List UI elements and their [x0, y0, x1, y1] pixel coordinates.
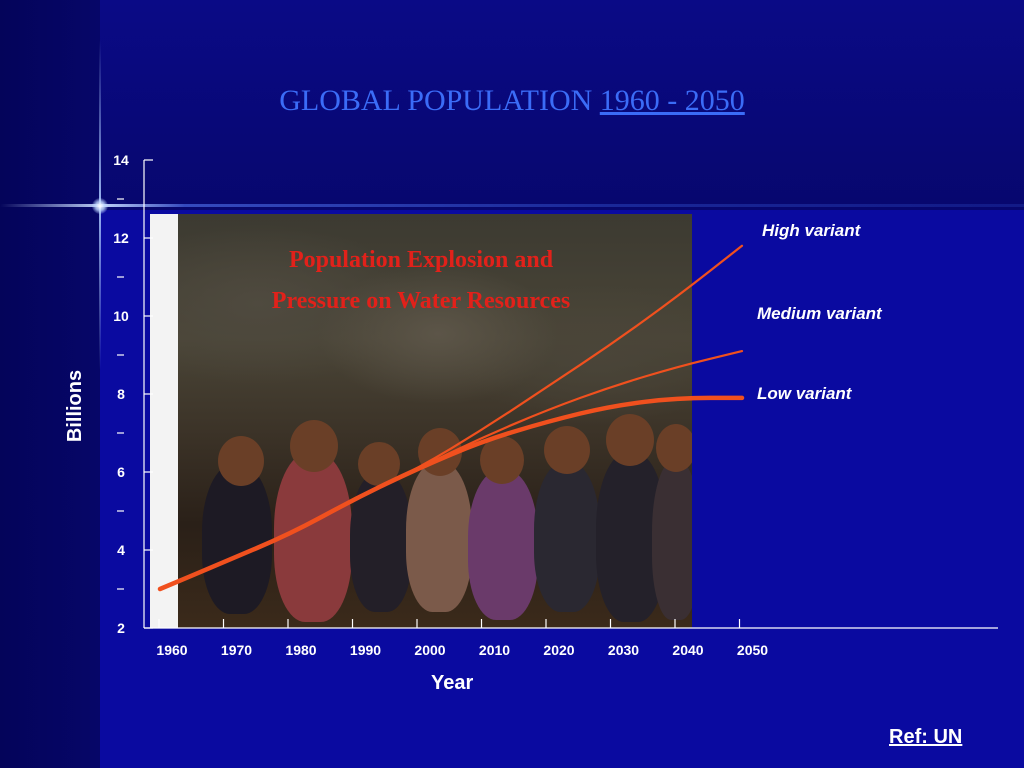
child-head: [606, 414, 654, 466]
x-tick-label: 2040: [672, 642, 703, 658]
series-lines: [157, 244, 745, 592]
x-tick-label: 1980: [285, 642, 316, 658]
x-tick-label: 2010: [479, 642, 510, 658]
x-tick-label: 1960: [156, 642, 187, 658]
child-figure: [202, 464, 272, 614]
children-photo: Population Explosion and Pressure on Wat…: [150, 214, 692, 628]
series-line-low-variant: [157, 395, 745, 592]
light-flare-horizontal: [0, 204, 1024, 207]
child-head: [544, 426, 590, 474]
x-tick-label: 2030: [608, 642, 639, 658]
photo-border: [150, 214, 178, 628]
y-axis-title: Billions: [64, 369, 86, 443]
x-tick-label: 1970: [221, 642, 252, 658]
child-figure: [652, 460, 692, 620]
series-line-high-variant: [158, 244, 744, 591]
y-tick-label: 12: [113, 230, 129, 246]
photo-caption-line-2: Pressure on Water Resources: [271, 288, 571, 314]
slide-title: GLOBAL POPULATION 1960 - 2050: [0, 84, 1024, 118]
x-tick-label: 2050: [737, 642, 768, 658]
y-tick-label: 10: [113, 308, 129, 324]
reference-link[interactable]: Ref: UN: [889, 726, 963, 748]
x-tick-label: 2000: [414, 642, 445, 658]
child-head: [290, 420, 338, 472]
y-tick-label: 2: [117, 620, 125, 636]
x-tick-label: 2020: [543, 642, 574, 658]
child-figure: [534, 462, 600, 612]
title-main: GLOBAL POPULATION: [279, 84, 593, 117]
x-axis-title: Year: [431, 672, 474, 694]
title-years: 1960 - 2050: [599, 84, 745, 117]
light-flare-center: [92, 198, 108, 214]
child-head: [480, 436, 524, 484]
photo-caption: Population Explosion and Pressure on Wat…: [150, 240, 692, 322]
y-tick-label: 6: [117, 464, 125, 480]
y-tick-label: 8: [117, 386, 125, 402]
chart-axes: 2 4 6 8 10 12 14 1960 1970 1980 1990 2000 2010 2020 20…: [113, 152, 998, 658]
background-left-panel: [0, 0, 100, 768]
series-label-medium: Medium variant: [757, 304, 882, 323]
child-figure: [406, 462, 472, 612]
photo-scene: [178, 214, 692, 628]
child-head: [656, 424, 692, 472]
series-label-low: Low variant: [757, 384, 852, 403]
x-tick-label: 1990: [350, 642, 381, 658]
photo-caption-line-1: Population Explosion and: [288, 247, 554, 273]
y-tick-label: 14: [113, 152, 129, 168]
background-top-panel: [100, 0, 1024, 210]
child-figure: [468, 470, 538, 620]
child-head: [218, 436, 264, 486]
series-label-high: High variant: [762, 221, 861, 240]
y-tick-label: 4: [117, 542, 125, 558]
